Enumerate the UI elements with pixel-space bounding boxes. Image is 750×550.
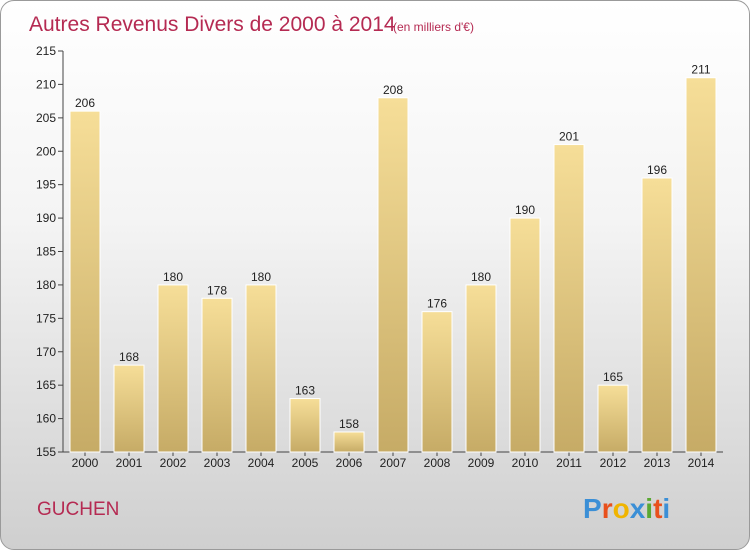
bar-value-label: 158 [339,417,359,431]
y-tick-label: 210 [36,77,56,91]
bar [201,297,233,453]
bar [333,431,365,453]
bar [685,77,717,453]
place-label: GUCHEN [37,499,119,520]
x-tick-label: 2010 [512,456,539,470]
bar-value-label: 180 [471,270,491,284]
y-tick-label: 195 [36,178,56,192]
bar-value-label: 206 [75,96,95,110]
x-tick-label: 2012 [600,456,627,470]
logo-letter: o [613,493,630,524]
bar-value-label: 168 [119,350,139,364]
y-tick-label: 165 [36,378,56,392]
bar [113,364,145,453]
bar-value-label: 178 [207,283,227,297]
y-tick-label: 180 [36,278,56,292]
bar-value-label: 196 [647,163,667,177]
y-tick-label: 160 [36,412,56,426]
logo-letter: x [630,493,646,524]
logo-letter: r [602,493,613,524]
bar [245,284,277,453]
logo-letter: i [662,493,670,524]
y-tick-label: 155 [36,445,56,459]
bar-value-label: 176 [427,297,447,311]
bar-value-label: 165 [603,370,623,384]
logo-letter: i [645,493,653,524]
bar-value-label: 180 [163,270,183,284]
bar [509,217,541,453]
x-tick-label: 2005 [292,456,319,470]
bar-value-label: 180 [251,270,271,284]
x-tick-label: 2008 [424,456,451,470]
y-tick-label: 175 [36,311,56,325]
x-tick-label: 2002 [160,456,187,470]
proxiti-logo: Proxiti [583,493,670,524]
chart-title: Autres Revenus Divers de 2000 à 2014 [29,13,396,36]
x-tick-label: 2000 [72,456,99,470]
x-tick-label: 2007 [380,456,407,470]
bar [69,110,101,453]
bar [597,384,629,453]
bar-value-label: 211 [691,63,710,77]
y-tick-label: 215 [36,44,56,58]
x-tick-label: 2013 [644,456,671,470]
x-tick-label: 2009 [468,456,495,470]
bar [421,311,453,453]
x-tick-label: 2014 [688,456,715,470]
x-tick-label: 2011 [556,456,582,470]
y-tick-label: 205 [36,111,56,125]
bar-value-label: 163 [295,384,315,398]
bar [553,144,585,453]
y-tick-label: 200 [36,144,56,158]
bars-group: 206 168 180 178 180 163 158 208 176 180 190 201 165 1… [69,63,717,453]
y-tick-label: 190 [36,211,56,225]
bar [157,284,189,453]
chart-subtitle: (en milliers d'€) [393,20,474,34]
chart-axes: 155 160 165 170 175 180 185 190 195 200 205 210 215 2… [36,44,723,470]
bar [289,398,321,453]
x-tick-label: 2003 [204,456,231,470]
bar [377,97,409,453]
bar-value-label: 201 [559,130,579,144]
y-tick-label: 185 [36,245,56,259]
x-tick-label: 2004 [248,456,275,470]
x-tick-label: 2001 [116,456,143,470]
logo-letter: P [583,493,602,524]
bar-value-label: 190 [515,203,535,217]
logo-letter: t [653,493,662,524]
bar-value-label: 208 [383,83,403,97]
bar [465,284,497,453]
x-tick-label: 2006 [336,456,363,470]
bar [641,177,673,453]
y-tick-label: 170 [36,345,56,359]
